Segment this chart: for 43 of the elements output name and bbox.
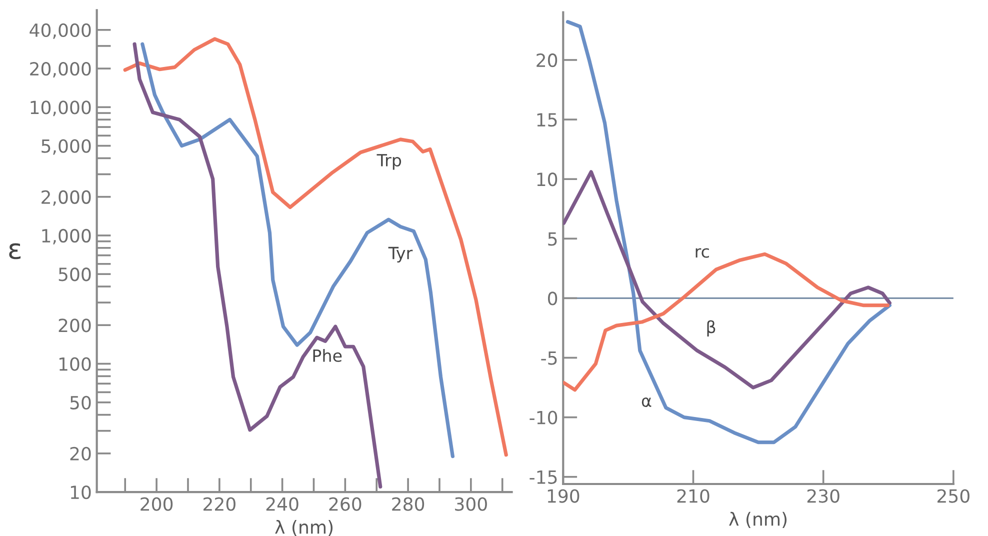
x-tick-label: 200 (140, 497, 173, 511)
annotation: Tyr (388, 246, 413, 263)
line-series (123, 37, 508, 457)
y-tick-label: 2,000 (42, 190, 91, 206)
x-tick-label: 250 (938, 489, 970, 503)
y-tick-label: 50 (70, 396, 91, 410)
line-series (566, 20, 892, 444)
x-tick-label: 220 (204, 497, 236, 511)
annotation: α (642, 398, 652, 408)
annotation: Trp (376, 154, 402, 170)
x-axis-title: λ (nm) (729, 512, 787, 528)
x-tick-label: 230 (807, 489, 840, 503)
x-tick-label: 210 (677, 489, 710, 503)
y-tick-label: -15 (530, 470, 557, 484)
y-tick-label: 10 (537, 172, 558, 186)
y-tick-label: 0 (548, 292, 558, 306)
y-tick-label: 100 (59, 357, 91, 371)
y-tick-label: 10,000 (30, 100, 91, 116)
y-tick-label: 5 (548, 232, 557, 246)
x-tick-label: 260 (329, 497, 362, 511)
x-axis-title: λ (nm) (275, 520, 333, 536)
y-tick-label: 20 (536, 53, 558, 68)
y-tick-label: 200 (58, 318, 91, 332)
x-tick-label: 240 (266, 497, 298, 511)
annotation: rc (696, 248, 709, 258)
x-tick-label: 280 (392, 497, 424, 511)
line-series (140, 42, 454, 458)
x-tick-label: 190 (548, 489, 580, 503)
y-tick-label: 20,000 (30, 62, 91, 78)
y-tick-label: 5,000 (42, 139, 91, 155)
x-tick-label: 300 (455, 497, 487, 511)
y-tick-label: 10 (70, 486, 91, 500)
line-series (563, 170, 892, 390)
y-tick-label: -10 (530, 410, 558, 424)
annotation: β (707, 320, 716, 336)
y-tick-label: -5 (541, 351, 557, 365)
y-tick-label: 40,000 (30, 23, 91, 39)
y-tick-label: 500 (58, 268, 91, 282)
y-tick-label: 15 (537, 113, 557, 127)
y-tick-label: 20 (70, 446, 91, 461)
y-axis-title: ε (9, 243, 21, 260)
annotation: Phe (313, 349, 342, 362)
y-tick-label: 1,000 (42, 228, 91, 244)
